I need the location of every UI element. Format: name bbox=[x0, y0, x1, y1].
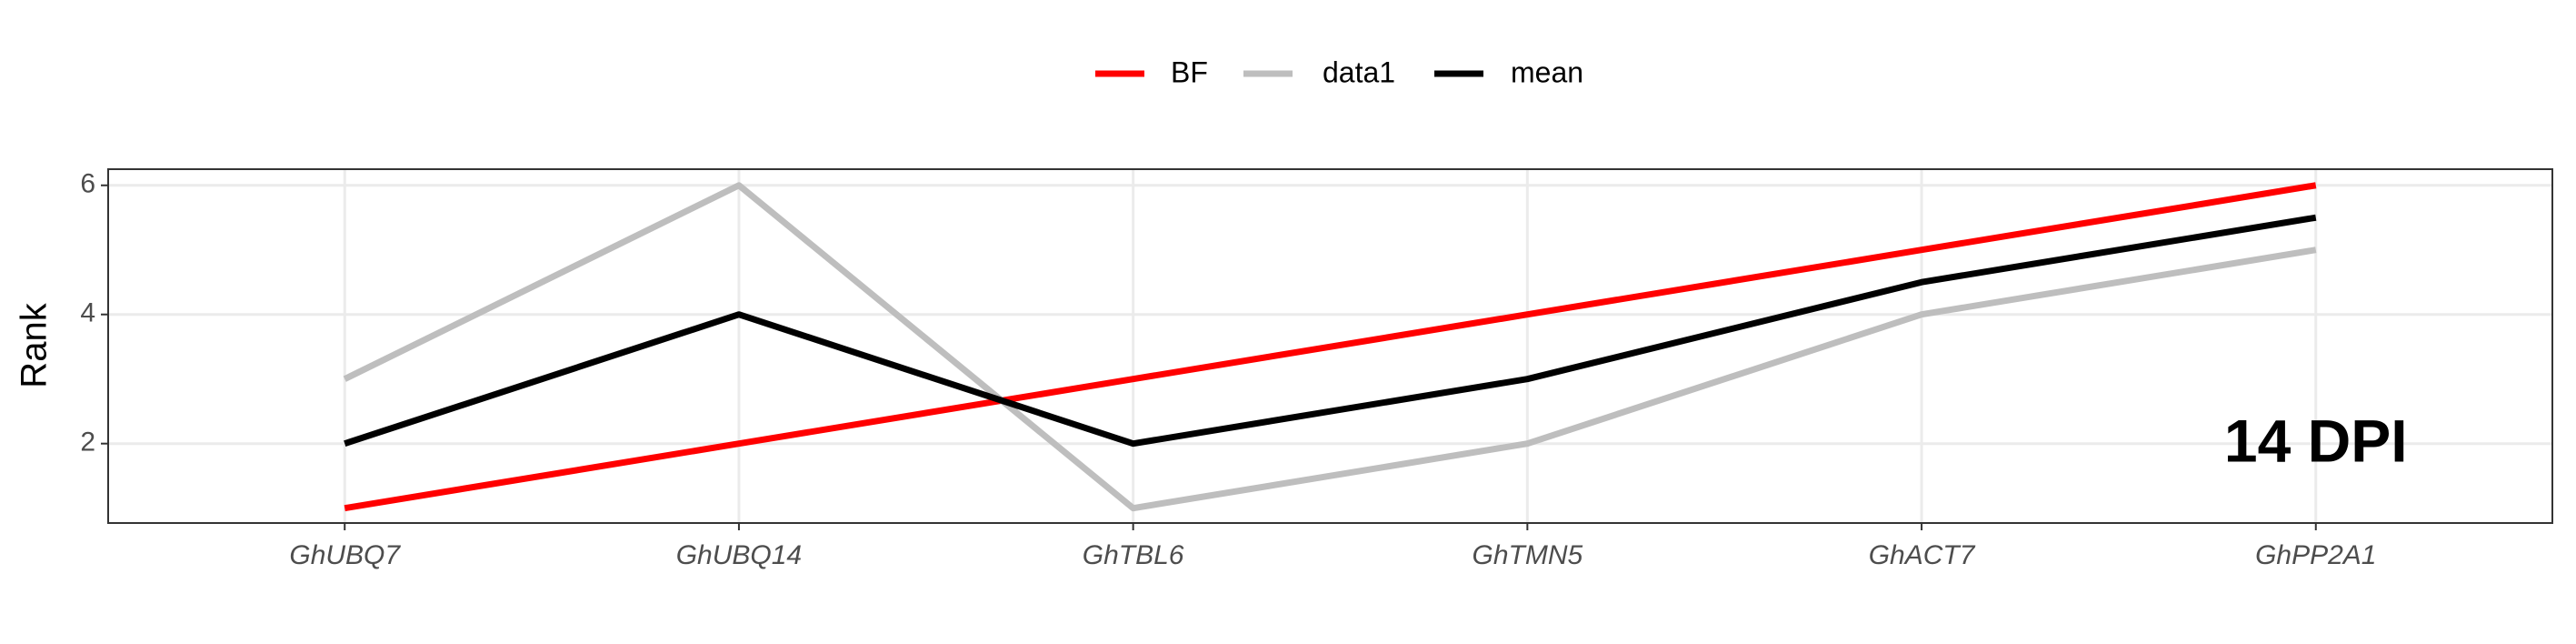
y-tick-label: 4 bbox=[80, 298, 95, 328]
annotation: 14 DPI bbox=[2224, 407, 2408, 474]
x-tick-label: GhPP2A1 bbox=[2255, 540, 2376, 570]
x-tick-label: GhTBL6 bbox=[1083, 540, 1184, 570]
x-tick-label: GhTMN5 bbox=[1473, 540, 1583, 570]
x-tick-label: GhUBQ7 bbox=[289, 540, 401, 570]
y-axis-label: Rank bbox=[15, 302, 55, 387]
series-line bbox=[343, 182, 2317, 512]
legend-label: BF bbox=[1171, 55, 1208, 88]
x-tick-label: GhACT7 bbox=[1869, 540, 1976, 570]
series-line bbox=[344, 214, 2317, 448]
x-tick-label: GhUBQ14 bbox=[676, 540, 802, 570]
y-tick-label: 2 bbox=[80, 428, 95, 458]
y-tick-label: 6 bbox=[80, 169, 95, 199]
legend-label: mean bbox=[1511, 55, 1583, 88]
legend-label: data1 bbox=[1323, 55, 1395, 88]
panel-border bbox=[107, 168, 2553, 524]
series-line bbox=[344, 182, 2317, 512]
